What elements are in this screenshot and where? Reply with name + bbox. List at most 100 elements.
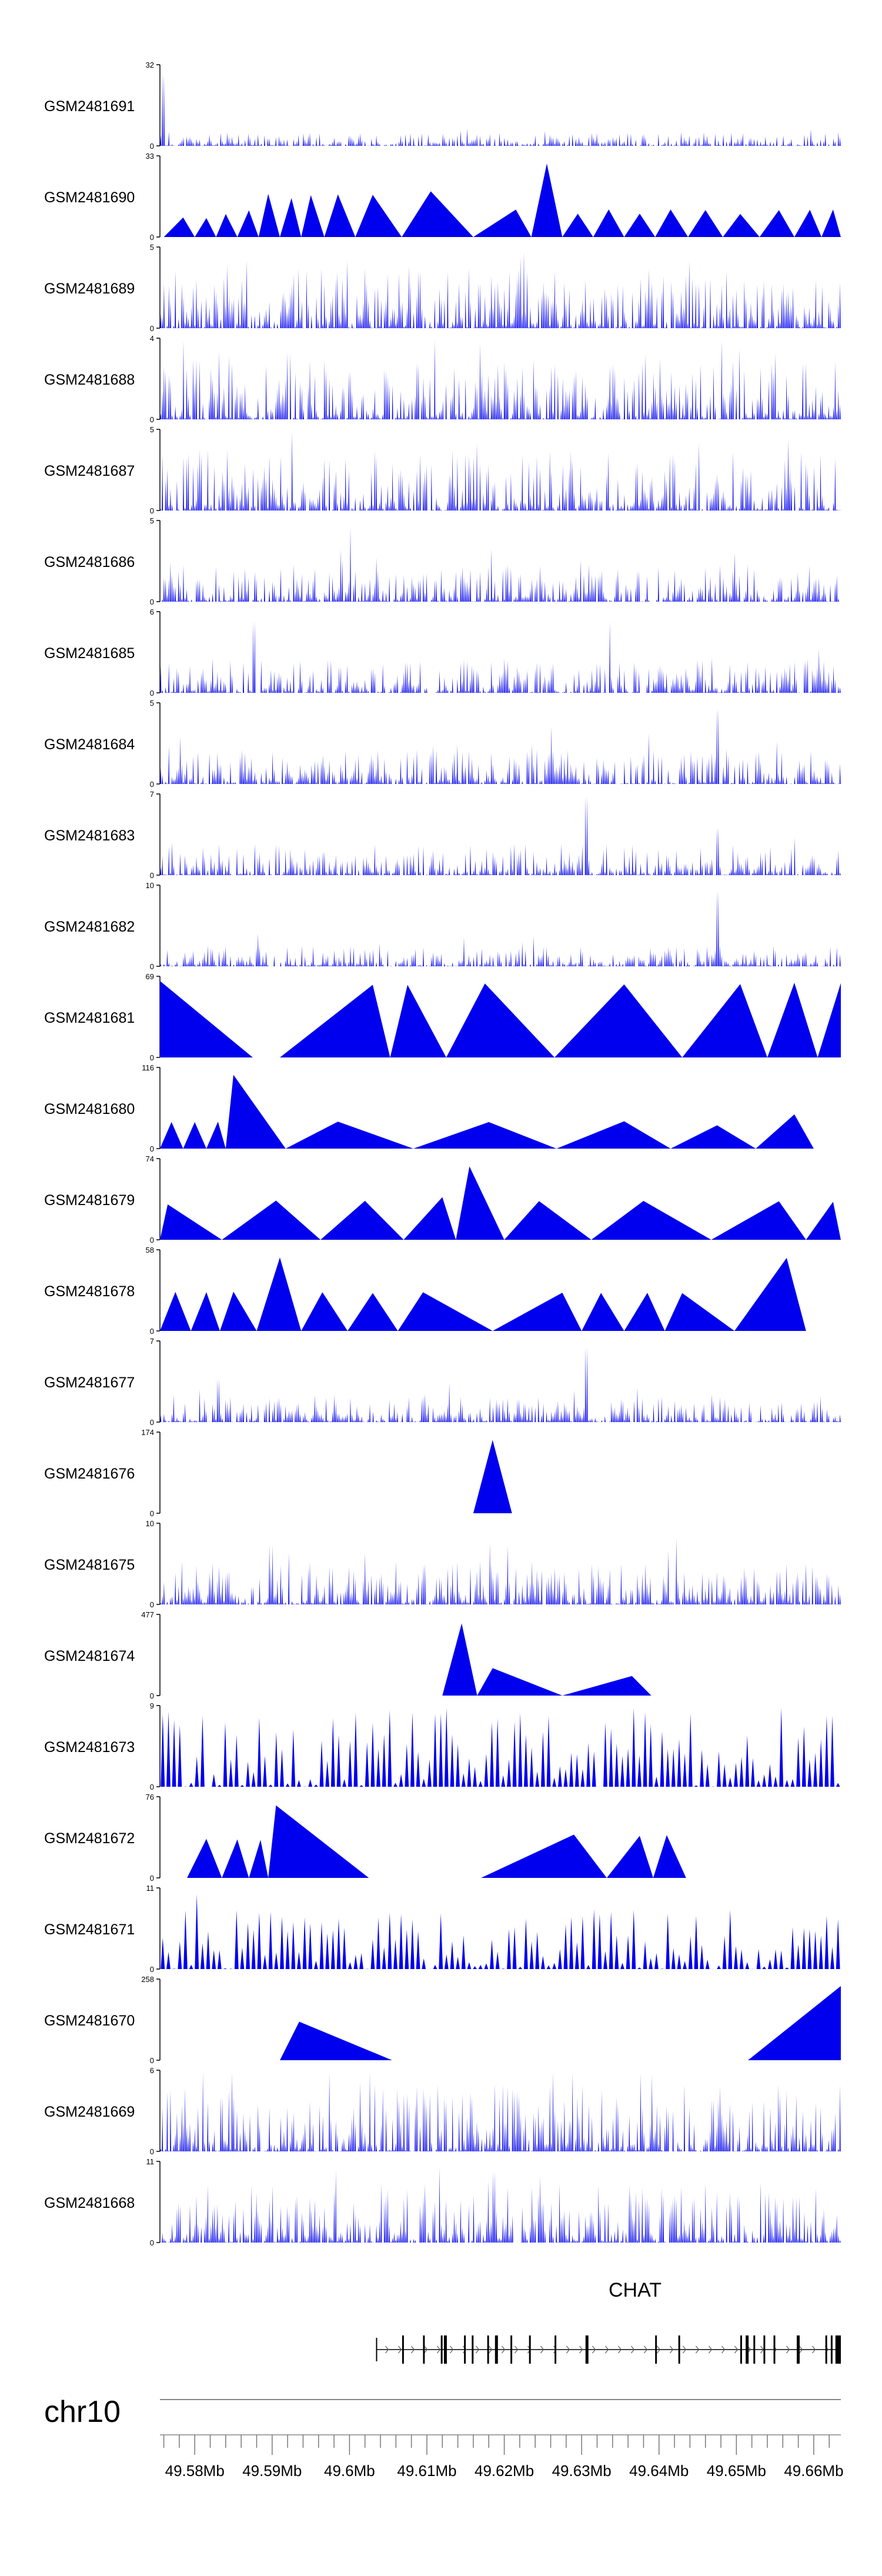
signal-area [160, 1347, 841, 1422]
track-GSM2481675: GSM2481675 10 0 [44, 1519, 841, 1609]
chromosome-axis: chr10 49.58Mb 49.59Mb 49.6Mb 49.61Mb 49.62Mb… [44, 2395, 844, 2480]
exon [554, 2335, 557, 2364]
strand-arrow-icon [656, 2345, 661, 2354]
y-tick-label-zero: 0 [150, 780, 154, 789]
track-label: GSM2481685 [44, 645, 135, 662]
gene-track: CHAT [376, 2279, 841, 2364]
chromosome-label: chr10 [44, 2395, 121, 2429]
y-tick-label-max: 5 [150, 425, 154, 434]
strand-arrow-icon [566, 2345, 570, 2354]
y-tick-label-zero: 0 [150, 871, 154, 880]
track-label: GSM2481682 [44, 919, 135, 935]
strand-arrow-icon [669, 2345, 674, 2354]
y-tick-label-zero: 0 [150, 1327, 154, 1336]
x-tick-label: 49.66Mb [784, 2462, 843, 2480]
track-GSM2481681: GSM2481681 69 0 [44, 972, 841, 1062]
signal-area [160, 75, 841, 146]
exon [746, 2335, 749, 2364]
strand-arrow-icon [682, 2345, 687, 2354]
exon [495, 2335, 498, 2364]
track-GSM2481669: GSM2481669 6 0 [44, 2066, 841, 2156]
y-tick-label-max: 10 [146, 881, 154, 890]
track-label: GSM2481683 [44, 827, 135, 844]
exon [830, 2335, 833, 2364]
track-GSM2481671: GSM2481671 11 0 [44, 1884, 841, 1974]
track-GSM2481685: GSM2481685 6 0 [44, 608, 841, 698]
track-label: GSM2481668 [44, 2195, 135, 2211]
y-tick-label-max: 7 [150, 1337, 154, 1346]
y-tick-label-max: 11 [146, 1884, 155, 1893]
signal-area [442, 1623, 652, 1696]
signal-tracks: GSM2481691320GSM2481690330GSM248168950GS… [44, 61, 841, 2247]
strand-arrow-icon [501, 2345, 506, 2354]
track-GSM2481670: GSM2481670 258 0 [44, 1975, 841, 2065]
genomic-coordinate-axis: 49.58Mb 49.59Mb 49.6Mb 49.61Mb 49.62Mb 49.63M… [160, 2434, 844, 2480]
track-label: GSM2481678 [44, 1283, 135, 1300]
track-GSM2481674: GSM2481674 477 0 [44, 1610, 652, 1700]
strand-arrow-icon [488, 2345, 493, 2354]
strand-arrow-icon [423, 2345, 428, 2354]
track-label: GSM2481680 [44, 1101, 135, 1117]
exon [655, 2335, 657, 2364]
y-tick-label-zero: 0 [150, 1144, 154, 1153]
track-GSM2481676: GSM2481676 174 0 [44, 1428, 512, 1518]
strand-arrow-icon [643, 2345, 648, 2354]
signal-area [160, 1257, 806, 1331]
y-tick-label-max: 58 [146, 1246, 154, 1254]
y-tick-label-zero: 0 [150, 598, 154, 606]
y-tick-label-zero: 0 [150, 1600, 154, 1609]
exon [440, 2335, 443, 2364]
y-tick-label-max: 258 [141, 1975, 154, 1984]
y-tick-label-zero: 0 [150, 2238, 154, 2247]
exon [740, 2335, 742, 2364]
strand-arrow-icon [708, 2345, 713, 2354]
exon [464, 2335, 466, 2364]
signal-area [160, 622, 841, 693]
y-tick-label-max: 5 [150, 516, 154, 525]
track-label: GSM2481684 [44, 736, 135, 753]
track-GSM2481672: GSM2481672 76 0 [44, 1793, 686, 1883]
gene-label-chat: CHAT [609, 2279, 662, 2301]
strand-arrow-icon [630, 2345, 635, 2354]
gene-model-chat [376, 2335, 841, 2364]
track-label: GSM2481687 [44, 463, 135, 479]
strand-arrow-icon [410, 2345, 415, 2354]
track-GSM2481682: GSM2481682 10 0 [44, 881, 841, 971]
strand-arrow-icon [436, 2345, 441, 2354]
signal-area [160, 891, 841, 966]
strand-arrow-icon [786, 2345, 790, 2354]
track-label: GSM2481681 [44, 1010, 135, 1026]
exon [763, 2335, 766, 2364]
signal-area [160, 1708, 841, 1787]
track-label: GSM2481672 [44, 1830, 135, 1847]
track-GSM2481679: GSM2481679 74 0 [44, 1154, 841, 1244]
track-label: GSM2481689 [44, 281, 135, 297]
exon [585, 2335, 589, 2364]
signal-area [160, 1166, 841, 1240]
exon [825, 2335, 827, 2364]
y-tick-label-zero: 0 [150, 506, 154, 515]
exon [472, 2335, 474, 2364]
exon [678, 2335, 680, 2364]
y-tick-label-max: 6 [150, 2066, 154, 2075]
exon [753, 2335, 756, 2364]
y-tick-label-zero: 0 [150, 324, 154, 333]
track-GSM2481680: GSM2481680 116 0 [44, 1063, 814, 1153]
y-tick-label-max: 32 [146, 61, 154, 69]
y-tick-label-max: 11 [146, 2157, 155, 2166]
track-GSM2481686: GSM2481686 5 0 [44, 516, 841, 606]
y-tick-label-zero: 0 [150, 1874, 154, 1883]
signal-area [160, 526, 841, 602]
track-GSM2481668: GSM2481668 11 0 [44, 2157, 841, 2247]
track-label: GSM2481676 [44, 1466, 135, 1482]
exon-terminal [836, 2335, 841, 2364]
x-tick-label: 49.62Mb [475, 2462, 534, 2480]
y-tick-label-zero: 0 [150, 2147, 154, 2156]
x-tick-label: 49.59Mb [242, 2462, 302, 2480]
strand-arrow-icon [721, 2345, 726, 2354]
x-tick-label: 49.63Mb [552, 2462, 612, 2480]
y-tick-label-zero: 0 [150, 1783, 154, 1791]
strand-arrow-icon [695, 2345, 700, 2354]
strand-arrow-icon [514, 2345, 519, 2354]
strand-arrow-icon [617, 2345, 622, 2354]
